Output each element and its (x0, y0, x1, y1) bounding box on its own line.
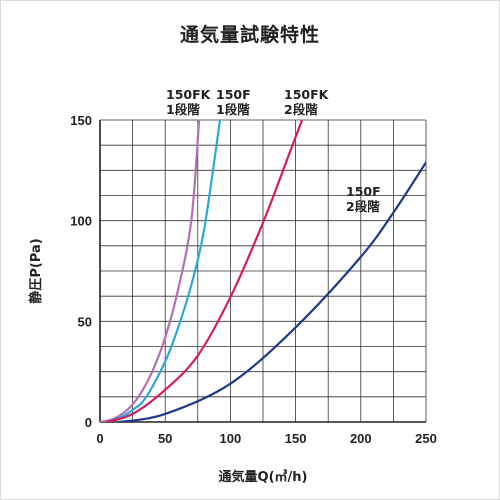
series-label-150f-2-line: 150F (346, 184, 381, 199)
x-tick-label: 200 (350, 431, 372, 446)
x-axis-title: 通気量Q(㎥/h) (219, 469, 308, 485)
series-label-150fk-1-line: 150FK (166, 87, 212, 102)
y-tick-label: 100 (70, 214, 92, 229)
x-tick-label: 50 (158, 431, 172, 446)
x-tick-label: 0 (96, 431, 103, 446)
x-tick-label: 100 (220, 431, 242, 446)
y-tick-label: 0 (85, 415, 92, 430)
x-tick-label: 150 (285, 431, 307, 446)
series-label-150f-1-line: 1段階 (216, 102, 250, 117)
y-axis-title: 静圧P(Pa) (28, 238, 44, 303)
axes (99, 120, 426, 423)
series-line-150f-2 (118, 161, 426, 422)
y-tick-label: 150 (70, 113, 92, 128)
y-tick-label: 50 (78, 314, 92, 329)
tick-labels: 0 50 100 150 200 250 0 50 100 150 (70, 113, 437, 446)
series-label-150fk-2-line: 150FK (284, 87, 330, 102)
series-label-150f-1-line: 150F (216, 87, 251, 102)
x-tick-label: 250 (415, 431, 437, 446)
grid (99, 119, 427, 423)
chart-title: 通気量試験特性 (179, 24, 320, 46)
series-label-150fk-2-line: 2段階 (284, 102, 318, 117)
series-line-150fk-1 (100, 120, 201, 422)
series-label-150f-2-line: 2段階 (346, 199, 380, 214)
series-line-150f-1 (105, 120, 222, 422)
series-label-150fk-1-line: 1段階 (166, 102, 200, 117)
series-line-150fk-2 (105, 120, 304, 422)
series-lines (100, 120, 426, 422)
